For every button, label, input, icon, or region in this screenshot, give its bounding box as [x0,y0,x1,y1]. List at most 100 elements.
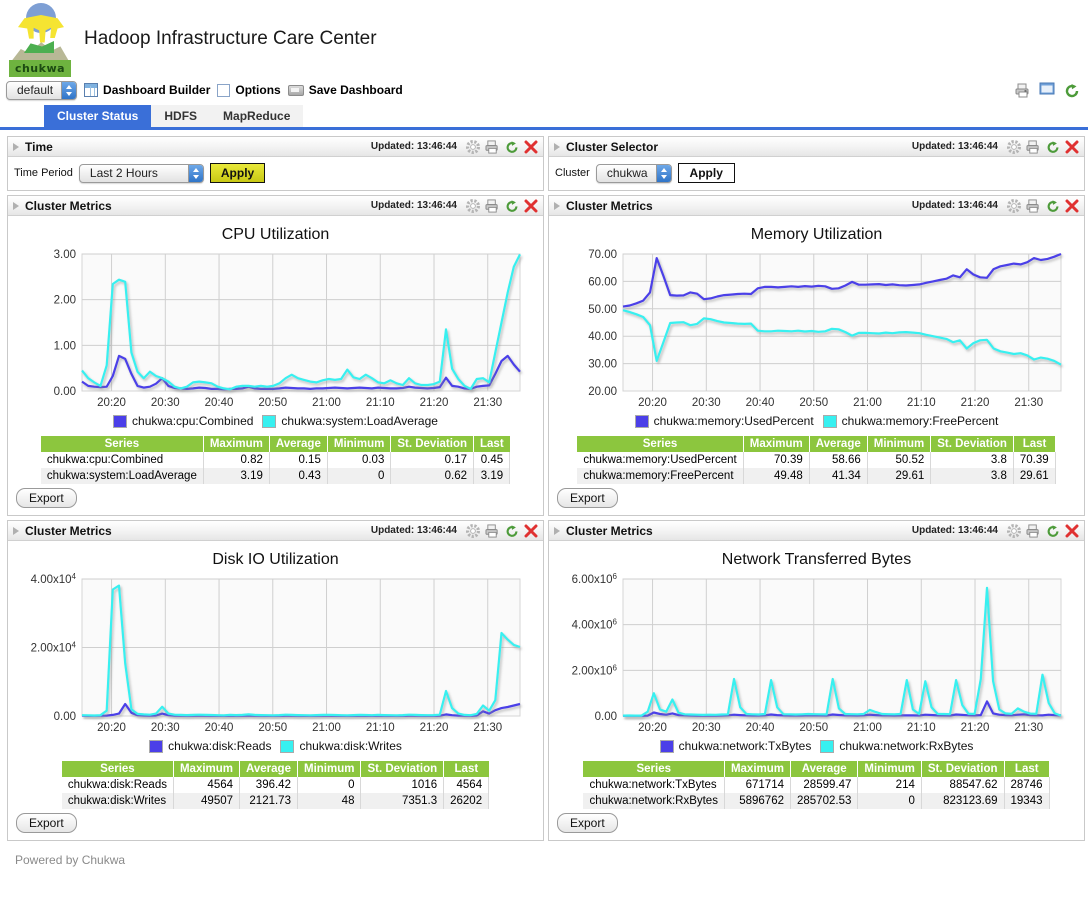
table-cell-average: 41.34 [809,468,868,484]
close-icon[interactable] [1065,140,1079,154]
metrics-panel-memory: Cluster Metrics Updated: 13:46:44 Memory U… [548,195,1085,516]
tab-cluster-status[interactable]: Cluster Status [44,105,152,127]
refresh-icon[interactable] [505,140,519,154]
chart-title: Disk IO Utilization [212,551,339,568]
table-cell-minimum: 0 [857,793,922,809]
stats-table-wrap: Series Maximum Average Minimum St. Deviation… [549,430,1084,484]
chart-legend: chukwa:disk:Reads chukwa:disk:Writes [10,739,541,753]
print-icon[interactable] [1026,523,1041,538]
svg-text:20:40: 20:40 [745,397,774,409]
gear-icon[interactable] [1006,523,1022,538]
legend-swatch-icon [113,414,128,428]
spinner-arrows-icon[interactable] [187,164,203,182]
legend-label: chukwa:memory:UsedPercent [653,414,814,428]
print-icon[interactable] [485,523,500,538]
table-row: chukwa:disk:Reads 4564 396.42 0 1016 4564 [61,777,490,793]
spinner-arrows-icon[interactable] [655,164,671,182]
refresh-icon[interactable] [1046,524,1060,538]
legend-item: chukwa:system:LoadAverage [262,414,438,428]
print-icon[interactable] [485,139,500,154]
table-header-cell: St. Deviation [360,761,445,777]
table-cell-stdev: 3.8 [930,468,1014,484]
svg-text:0.00: 0.00 [594,711,616,723]
cluster-apply-button[interactable]: Apply [677,163,735,183]
svg-text:21:30: 21:30 [473,397,502,409]
print-icon[interactable] [1026,198,1041,213]
save-dashboard-button[interactable]: Save Dashboard [287,83,403,97]
table-cell-average: 58.66 [809,452,868,468]
cluster-select[interactable]: chukwa [595,163,672,183]
close-icon[interactable] [1065,199,1079,213]
tab-hdfs[interactable]: HDFS [151,105,211,127]
cluster-selector-panel: Cluster Selector Updated: 13:46:44 [548,136,1085,191]
gear-icon[interactable] [465,198,481,213]
table-cell-average: 0.43 [269,468,328,484]
collapse-triangle-icon[interactable] [554,201,560,210]
save-icon [287,84,304,96]
export-button[interactable]: Export [16,488,77,508]
collapse-triangle-icon[interactable] [554,142,560,151]
legend-item: chukwa:network:TxBytes [659,739,812,753]
svg-text:1.00: 1.00 [53,340,75,352]
table-cell-last: 0.45 [473,452,511,468]
print-icon[interactable] [485,198,500,213]
legend-item: chukwa:disk:Writes [280,739,402,753]
close-icon[interactable] [524,140,538,154]
metrics-panel-network: Cluster Metrics Updated: 13:46:44 Network … [548,520,1085,841]
gear-icon[interactable] [465,523,481,538]
export-button[interactable]: Export [557,488,618,508]
refresh-icon[interactable] [1046,199,1060,213]
print-icon[interactable] [1026,139,1041,154]
options-button[interactable]: Options [217,83,281,97]
chart-area: Memory Utilization 20.00 30.00 40.00 50.00 60… [549,216,1084,430]
table-cell-minimum: 29.61 [867,468,932,484]
export-button[interactable]: Export [557,813,618,833]
collapse-triangle-icon[interactable] [554,526,560,535]
refresh-icon[interactable] [505,199,519,213]
table-cell-series: chukwa:memory:FreePercent [577,468,744,484]
tab-mapreduce[interactable]: MapReduce [210,105,304,127]
table-cell-average: 285702.53 [790,793,859,809]
legend-item: chukwa:network:RxBytes [820,739,973,753]
table-cell-last: 28746 [1004,777,1050,793]
table-row: chukwa:memory:UsedPercent 70.39 58.66 50.52… [577,452,1056,468]
close-icon[interactable] [1065,524,1079,538]
gear-icon[interactable] [1006,198,1022,213]
table-cell-last: 4564 [443,777,490,793]
refresh-icon[interactable] [505,524,519,538]
svg-text:20:40: 20:40 [745,722,774,734]
table-header-cell: Maximum [724,761,792,777]
spinner-arrows-icon[interactable] [61,81,77,99]
collapse-triangle-icon[interactable] [13,526,19,535]
print-icon[interactable] [1015,83,1030,98]
gear-icon[interactable] [1006,139,1022,154]
stats-table: Series Maximum Average Minimum St. Deviation… [40,436,511,484]
svg-text:21:00: 21:00 [312,722,341,734]
table-cell-maximum: 70.39 [743,452,810,468]
collapse-triangle-icon[interactable] [13,142,19,151]
legend-label: chukwa:network:TxBytes [678,739,812,753]
time-panel-header-icons [465,139,538,154]
export-button[interactable]: Export [16,813,77,833]
table-cell-last: 70.39 [1013,452,1056,468]
window-icon[interactable] [1039,81,1055,99]
refresh-icon[interactable] [1064,83,1079,98]
dashboard-select[interactable]: default [6,80,78,100]
table-cell-average: 0.15 [269,452,328,468]
close-icon[interactable] [524,524,538,538]
table-header-row: Series Maximum Average Minimum St. Deviation… [583,761,1049,777]
dashboard-builder-button[interactable]: Dashboard Builder [84,83,210,97]
table-header-cell: Last [1013,436,1056,452]
cluster-panel-updated: Updated: 13:46:44 [911,141,998,152]
refresh-icon[interactable] [1046,140,1060,154]
cluster-label: Cluster [555,167,590,179]
gear-icon[interactable] [465,139,481,154]
close-icon[interactable] [524,199,538,213]
collapse-triangle-icon[interactable] [13,201,19,210]
metrics-panel-cpu: Cluster Metrics Updated: 13:46:44 CPU Util… [7,195,544,516]
chart-area: Network Transferred Bytes 0.00 2.00x106 4.0… [549,541,1084,755]
time-apply-button[interactable]: Apply [209,163,266,183]
table-header-cell: Series [40,436,204,452]
time-period-select[interactable]: Last 2 Hours [78,163,204,183]
table-header-cell: Average [809,436,868,452]
